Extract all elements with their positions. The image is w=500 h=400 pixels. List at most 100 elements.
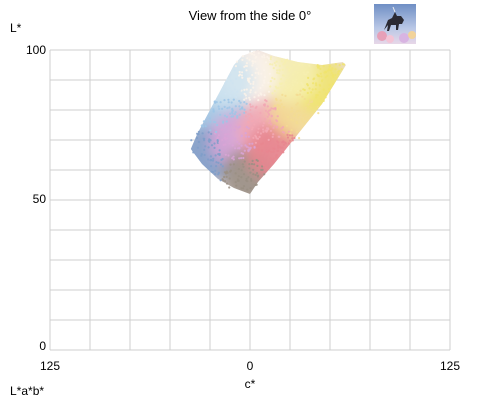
data-point bbox=[250, 179, 253, 182]
data-point bbox=[268, 119, 271, 122]
data-point bbox=[302, 114, 305, 117]
data-point bbox=[320, 75, 323, 78]
data-point bbox=[279, 99, 282, 102]
data-point bbox=[311, 88, 314, 91]
data-point bbox=[284, 59, 287, 62]
data-point bbox=[250, 52, 254, 56]
data-point bbox=[201, 132, 204, 135]
data-point bbox=[268, 113, 271, 116]
data-point bbox=[303, 88, 306, 92]
data-point bbox=[232, 115, 235, 118]
data-point bbox=[289, 132, 292, 135]
data-point bbox=[304, 117, 307, 120]
data-point bbox=[229, 170, 232, 173]
data-point bbox=[214, 173, 217, 176]
data-point bbox=[261, 168, 264, 171]
data-point bbox=[209, 120, 212, 123]
data-point bbox=[282, 143, 286, 146]
data-point bbox=[258, 120, 261, 123]
data-point bbox=[202, 125, 205, 128]
data-point bbox=[204, 145, 207, 148]
data-point bbox=[240, 144, 243, 147]
data-point bbox=[306, 71, 310, 74]
data-point bbox=[220, 128, 223, 131]
data-point bbox=[272, 126, 275, 129]
data-point bbox=[307, 103, 310, 106]
data-point bbox=[334, 68, 337, 71]
data-point bbox=[266, 150, 269, 153]
data-point bbox=[249, 82, 252, 85]
unicorn-icon bbox=[374, 4, 416, 44]
data-point bbox=[213, 120, 216, 124]
data-point bbox=[215, 130, 218, 134]
data-point bbox=[251, 126, 254, 129]
data-point bbox=[262, 54, 266, 57]
data-point bbox=[219, 113, 222, 116]
data-point bbox=[230, 128, 233, 132]
data-point bbox=[254, 141, 257, 144]
data-point bbox=[244, 115, 247, 118]
data-point bbox=[247, 121, 250, 124]
data-point bbox=[217, 134, 221, 137]
data-point bbox=[236, 116, 239, 119]
data-point bbox=[240, 176, 243, 179]
data-point bbox=[225, 175, 228, 178]
data-point bbox=[282, 151, 285, 154]
data-point bbox=[322, 88, 325, 91]
y-tick-label: 0 bbox=[39, 339, 46, 353]
data-point bbox=[295, 103, 298, 106]
data-point bbox=[243, 149, 246, 152]
data-point bbox=[234, 172, 237, 175]
data-point bbox=[231, 157, 234, 160]
data-point bbox=[247, 127, 250, 130]
data-point bbox=[207, 139, 210, 142]
data-point bbox=[272, 67, 275, 70]
data-point bbox=[293, 80, 296, 83]
data-point bbox=[218, 149, 221, 152]
data-point bbox=[292, 119, 295, 122]
data-point bbox=[228, 142, 231, 145]
data-point bbox=[244, 64, 247, 68]
data-point bbox=[253, 96, 256, 99]
data-point bbox=[250, 162, 254, 166]
data-point bbox=[231, 136, 234, 139]
data-point bbox=[286, 86, 289, 90]
data-point bbox=[196, 132, 199, 135]
data-point bbox=[292, 114, 295, 117]
data-point bbox=[230, 111, 233, 114]
data-point bbox=[307, 76, 310, 79]
data-point bbox=[233, 128, 236, 132]
data-point bbox=[241, 71, 244, 74]
data-point bbox=[249, 105, 252, 108]
data-point bbox=[272, 147, 275, 150]
data-point bbox=[217, 105, 220, 108]
unicorn-thumbnail-image[interactable] bbox=[374, 4, 416, 44]
data-point bbox=[239, 108, 242, 111]
data-point bbox=[243, 88, 246, 91]
data-point bbox=[280, 103, 283, 106]
data-point bbox=[235, 95, 238, 99]
data-point bbox=[297, 113, 300, 116]
data-point bbox=[197, 130, 200, 133]
data-point bbox=[251, 159, 254, 162]
data-point bbox=[228, 186, 231, 189]
data-point bbox=[265, 166, 268, 169]
data-point bbox=[291, 79, 294, 82]
data-point bbox=[209, 155, 212, 158]
data-point bbox=[298, 137, 301, 140]
data-point bbox=[237, 126, 240, 129]
data-point bbox=[269, 58, 272, 61]
data-point bbox=[263, 94, 266, 97]
data-point bbox=[255, 158, 258, 162]
data-point bbox=[225, 125, 228, 128]
data-point bbox=[275, 119, 278, 122]
data-point bbox=[253, 53, 256, 56]
data-point bbox=[252, 51, 255, 54]
data-point bbox=[280, 146, 283, 149]
data-point bbox=[218, 107, 221, 110]
data-point bbox=[244, 132, 247, 135]
data-point bbox=[319, 103, 322, 106]
data-point bbox=[288, 68, 291, 71]
data-point bbox=[243, 101, 246, 104]
data-point bbox=[232, 91, 235, 94]
